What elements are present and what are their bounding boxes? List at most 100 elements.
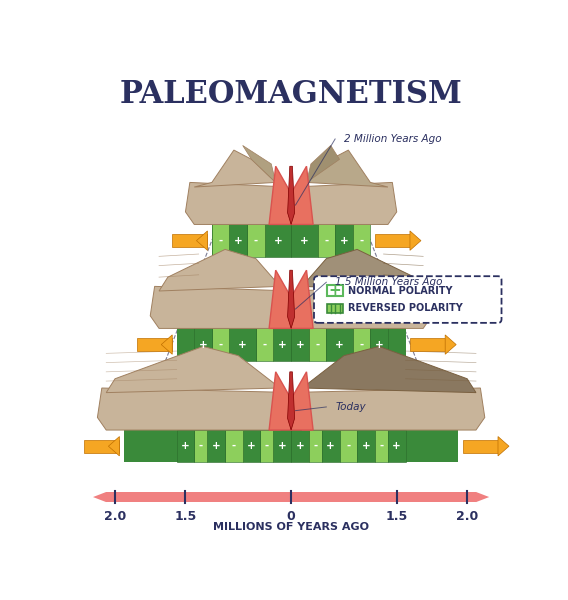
Polygon shape [302,182,396,224]
Bar [291,220,318,224]
Bar [353,328,370,361]
Polygon shape [302,388,485,430]
Polygon shape [291,166,313,224]
Bar [256,328,273,361]
Bar [229,220,247,224]
Bar [273,430,291,463]
Bar [388,425,406,430]
Bar [194,328,212,361]
Text: Today: Today [335,402,366,412]
Text: -: - [232,441,236,451]
Polygon shape [159,250,280,291]
Text: 1.5: 1.5 [386,510,408,523]
Text: +: + [335,340,344,350]
Bar [137,338,172,351]
Bar [225,430,243,463]
Bar [353,220,370,224]
Text: -: - [262,340,267,350]
Polygon shape [287,372,295,430]
Bar [291,328,309,361]
Bar [309,430,322,463]
Text: +: + [278,441,287,451]
Bar [243,430,260,463]
Text: +: + [327,441,335,451]
Bar [322,430,340,463]
Bar [375,234,410,247]
Text: +: + [181,441,190,451]
Polygon shape [197,231,207,250]
Polygon shape [194,150,275,187]
Bar [207,425,225,430]
Bar [212,224,229,257]
Polygon shape [150,286,280,328]
FancyBboxPatch shape [327,286,343,296]
Bar [256,323,273,328]
FancyBboxPatch shape [314,276,502,323]
Bar [106,492,476,502]
Bar [207,430,225,463]
Bar [265,224,291,257]
Bar [309,425,322,430]
Bar [357,430,375,463]
Text: 1.5: 1.5 [174,510,197,523]
Bar [273,328,291,361]
Bar [247,220,265,224]
Bar [370,323,388,328]
Text: +: + [300,236,308,245]
Polygon shape [269,372,291,430]
Bar [410,338,445,351]
Bar [229,328,256,361]
Polygon shape [269,270,291,328]
Bar [260,430,273,463]
Text: -: - [313,441,318,451]
Bar [353,224,370,257]
Text: -: - [199,441,203,451]
Bar [84,440,119,452]
Text: +: + [234,236,243,245]
Bar [212,220,229,224]
Bar [212,328,229,361]
Text: +: + [212,441,220,451]
Bar [194,430,207,463]
Text: +: + [278,340,287,350]
Polygon shape [410,231,421,250]
Polygon shape [98,388,280,430]
Text: +: + [295,441,304,451]
Text: +: + [340,236,348,245]
Bar [357,425,375,430]
Text: 2.0: 2.0 [456,510,478,523]
Bar [291,224,318,257]
Bar [291,323,309,328]
Bar [340,430,357,463]
Text: +: + [199,340,207,350]
Bar [273,323,291,328]
Polygon shape [291,372,313,430]
Polygon shape [287,270,295,328]
Bar [353,323,370,328]
Text: -: - [360,340,364,350]
Text: -: - [379,441,383,451]
Polygon shape [498,437,509,456]
Bar [243,425,260,430]
Bar [265,220,291,224]
Polygon shape [445,335,456,354]
Text: -: - [254,236,258,245]
Polygon shape [302,250,423,291]
Bar [172,234,207,247]
Text: -: - [360,236,364,245]
Bar [340,425,357,430]
Bar [318,224,335,257]
Bar [177,425,194,430]
Text: 1.5 Million Years Ago: 1.5 Million Years Ago [335,277,442,287]
Text: +: + [375,340,383,350]
Bar [318,220,335,224]
Text: NORMAL POLARITY: NORMAL POLARITY [348,286,453,296]
Text: PALEOMAGNETISM: PALEOMAGNETISM [120,79,462,110]
Bar [273,425,291,430]
Text: -: - [315,340,320,350]
Text: -: - [219,236,223,245]
Text: MILLIONS OF YEARS AGO: MILLIONS OF YEARS AGO [213,523,369,532]
Polygon shape [108,437,119,456]
Bar [326,323,353,328]
Text: +: + [329,283,341,298]
